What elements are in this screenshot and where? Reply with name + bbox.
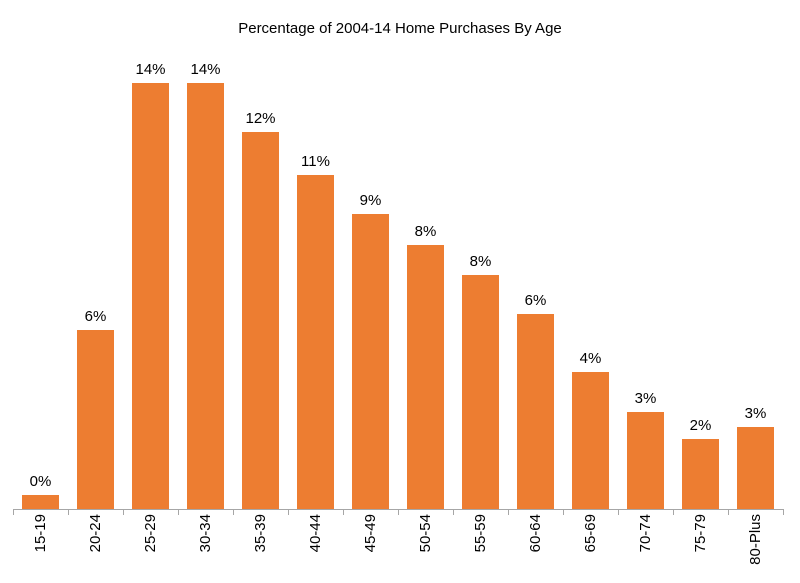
bar-value-label: 6%	[84, 308, 107, 325]
bar-value-label: 0%	[29, 473, 52, 490]
x-axis-label: 60-64	[527, 514, 544, 553]
x-axis-label: 50-54	[417, 514, 434, 553]
bar-value-label: 2%	[689, 417, 712, 434]
x-axis-tick	[783, 509, 784, 515]
bar-value-label: 4%	[579, 350, 602, 367]
bar-value-label: 14%	[135, 61, 166, 78]
x-axis-label: 15-19	[32, 514, 49, 553]
x-axis-tick	[453, 509, 454, 515]
bar-value-label: 8%	[414, 223, 437, 240]
bar	[462, 275, 499, 509]
x-axis-label: 70-74	[637, 514, 654, 553]
bar-value-label: 3%	[744, 405, 767, 422]
bar	[77, 330, 114, 509]
bar-value-label: 11%	[301, 153, 330, 170]
bar-value-label: 8%	[469, 253, 492, 270]
x-axis-tick	[728, 509, 729, 515]
bar-value-label: 14%	[190, 61, 221, 78]
bar	[517, 314, 554, 509]
x-axis-tick	[673, 509, 674, 515]
x-axis-label: 75-79	[692, 514, 709, 553]
x-axis-tick	[233, 509, 234, 515]
bar-value-label: 6%	[524, 292, 547, 309]
x-axis-tick	[618, 509, 619, 515]
x-axis-tick	[178, 509, 179, 515]
x-axis-tick	[508, 509, 509, 515]
bar	[737, 427, 774, 509]
x-axis-label: 25-29	[142, 514, 159, 553]
bar-value-label: 12%	[245, 110, 276, 127]
bar	[242, 132, 279, 509]
x-axis-label: 55-59	[472, 514, 489, 553]
bar-value-label: 9%	[359, 192, 382, 209]
x-axis-label: 65-69	[582, 514, 599, 553]
x-axis-label: 20-24	[87, 514, 104, 553]
x-axis-label: 40-44	[307, 514, 324, 553]
x-axis-label: 80-Plus	[747, 514, 764, 565]
x-axis-label: 45-49	[362, 514, 379, 553]
x-axis-tick	[288, 509, 289, 515]
bar	[22, 495, 59, 509]
chart-title: Percentage of 2004-14 Home Purchases By …	[238, 20, 562, 37]
bar	[132, 83, 169, 509]
x-axis-tick	[13, 509, 14, 515]
x-axis-tick	[398, 509, 399, 515]
x-axis-label: 35-39	[252, 514, 269, 553]
x-axis-tick	[343, 509, 344, 515]
x-axis-label: 30-34	[197, 514, 214, 553]
bar	[682, 439, 719, 509]
bar	[352, 214, 389, 509]
x-axis-tick	[123, 509, 124, 515]
bar	[297, 175, 334, 509]
x-axis-tick	[563, 509, 564, 515]
bar	[407, 245, 444, 509]
bar	[627, 412, 664, 509]
bar	[572, 372, 609, 509]
bar	[187, 83, 224, 509]
bar-value-label: 3%	[634, 390, 657, 407]
x-axis-tick	[68, 509, 69, 515]
